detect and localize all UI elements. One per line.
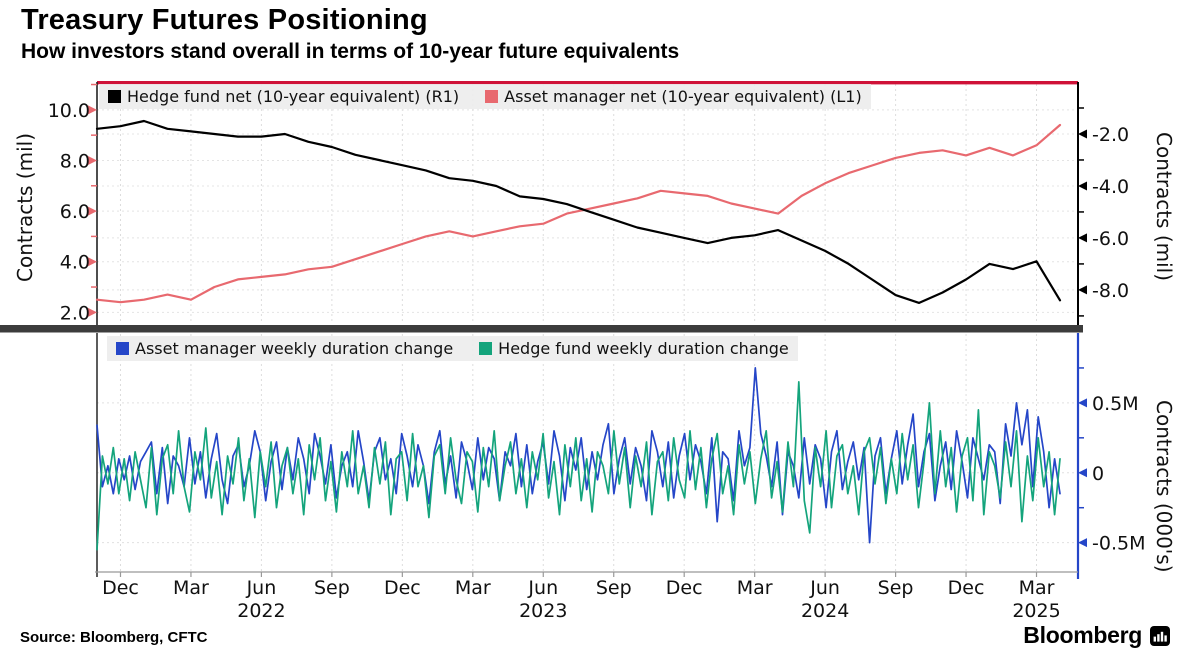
right-axis-tick-label: -2.0 (1092, 124, 1129, 146)
x-tick-label: Sep (878, 577, 914, 599)
x-tick-label: Jun (246, 577, 277, 599)
x-year-label: 2022 (237, 600, 285, 622)
asset-manager-swatch-icon (485, 90, 498, 103)
x-tick-label: Mar (737, 577, 773, 599)
x-year-label: 2024 (801, 600, 849, 622)
x-tick-label: Mar (455, 577, 491, 599)
x-tick-label: Sep (596, 577, 632, 599)
am-weekly-swatch-icon (116, 342, 129, 355)
hf-weekly-swatch-icon (479, 342, 492, 355)
legend-label: Hedge fund weekly duration change (498, 339, 789, 358)
x-tick-label: Dec (102, 577, 139, 599)
legend-item-am-weekly-change[interactable]: Asset manager weekly duration change (116, 339, 453, 358)
left-axis-tick-label: 10.0 (48, 100, 90, 122)
right-axis-tick-icon (1078, 181, 1087, 190)
bottom-right-axis-tick-label: 0.5M (1092, 393, 1139, 415)
legend-item-asset-manager-net[interactable]: Asset manager net (10-year equivalent) (… (485, 87, 862, 106)
right-axis-tick-label: -4.0 (1092, 176, 1129, 198)
hedge-fund-swatch-icon (108, 90, 121, 103)
right-axis-tick-label: -6.0 (1092, 228, 1129, 250)
bloomberg-branding: Bloomberg (1023, 622, 1170, 649)
bottom-right-axis-tick-icon (1078, 468, 1087, 477)
top-right-axis-title: Contracts (mil) (1150, 92, 1178, 322)
top-plot-area[interactable] (97, 82, 1078, 325)
source-text: Source: Bloomberg, CFTC (20, 629, 208, 646)
bottom-right-axis-tick-icon (1078, 538, 1087, 547)
bar-chart-logo-icon (1150, 626, 1170, 646)
legend-item-hedge-fund-net[interactable]: Hedge fund net (10-year equivalent) (R1) (108, 87, 459, 106)
left-axis-tick-label: 8.0 (60, 150, 90, 172)
right-axis-tick-icon (1078, 285, 1087, 294)
right-axis-tick-label: -8.0 (1092, 280, 1129, 302)
x-tick-label: Dec (666, 577, 703, 599)
x-tick-label: Dec (948, 577, 985, 599)
top-left-axis-title: Contracts (mil) (12, 100, 38, 315)
legend-label: Asset manager net (10-year equivalent) (… (504, 87, 862, 106)
right-axis-tick-icon (1078, 129, 1087, 138)
legend-label: Asset manager weekly duration change (135, 339, 453, 358)
left-axis-tick-label: 4.0 (60, 252, 90, 274)
x-tick-label: Mar (173, 577, 209, 599)
panel-separator (0, 325, 1083, 333)
bottom-right-axis-tick-label: -0.5M (1092, 533, 1145, 555)
x-tick-label: Jun (527, 577, 558, 599)
right-axis-tick-icon (1078, 233, 1087, 242)
x-tick-label: Mar (1019, 577, 1055, 599)
legend-label: Hedge fund net (10-year equivalent) (R1) (127, 87, 459, 106)
bloomberg-wordmark: Bloomberg (1023, 622, 1142, 649)
x-tick-label: Jun (809, 577, 840, 599)
top-panel-legend: Hedge fund net (10-year equivalent) (R1)… (99, 84, 871, 109)
bottom-panel-legend: Asset manager weekly duration change Hed… (107, 336, 798, 361)
x-year-label: 2023 (519, 600, 567, 622)
left-axis-tick-label: 6.0 (60, 201, 90, 223)
treasury-futures-positioning-page: Treasury Futures Positioning How investo… (0, 0, 1188, 661)
left-axis-tick-label: 2.0 (60, 302, 90, 324)
x-tick-label: Dec (384, 577, 421, 599)
x-tick-label: Sep (314, 577, 350, 599)
bottom-right-axis-title: Contracts (000's) (1150, 345, 1178, 627)
x-year-label: 2025 (1012, 600, 1060, 622)
bottom-right-axis-tick-label: 0 (1092, 463, 1104, 485)
legend-item-hf-weekly-change[interactable]: Hedge fund weekly duration change (479, 339, 789, 358)
bottom-right-axis-tick-icon (1078, 398, 1087, 407)
